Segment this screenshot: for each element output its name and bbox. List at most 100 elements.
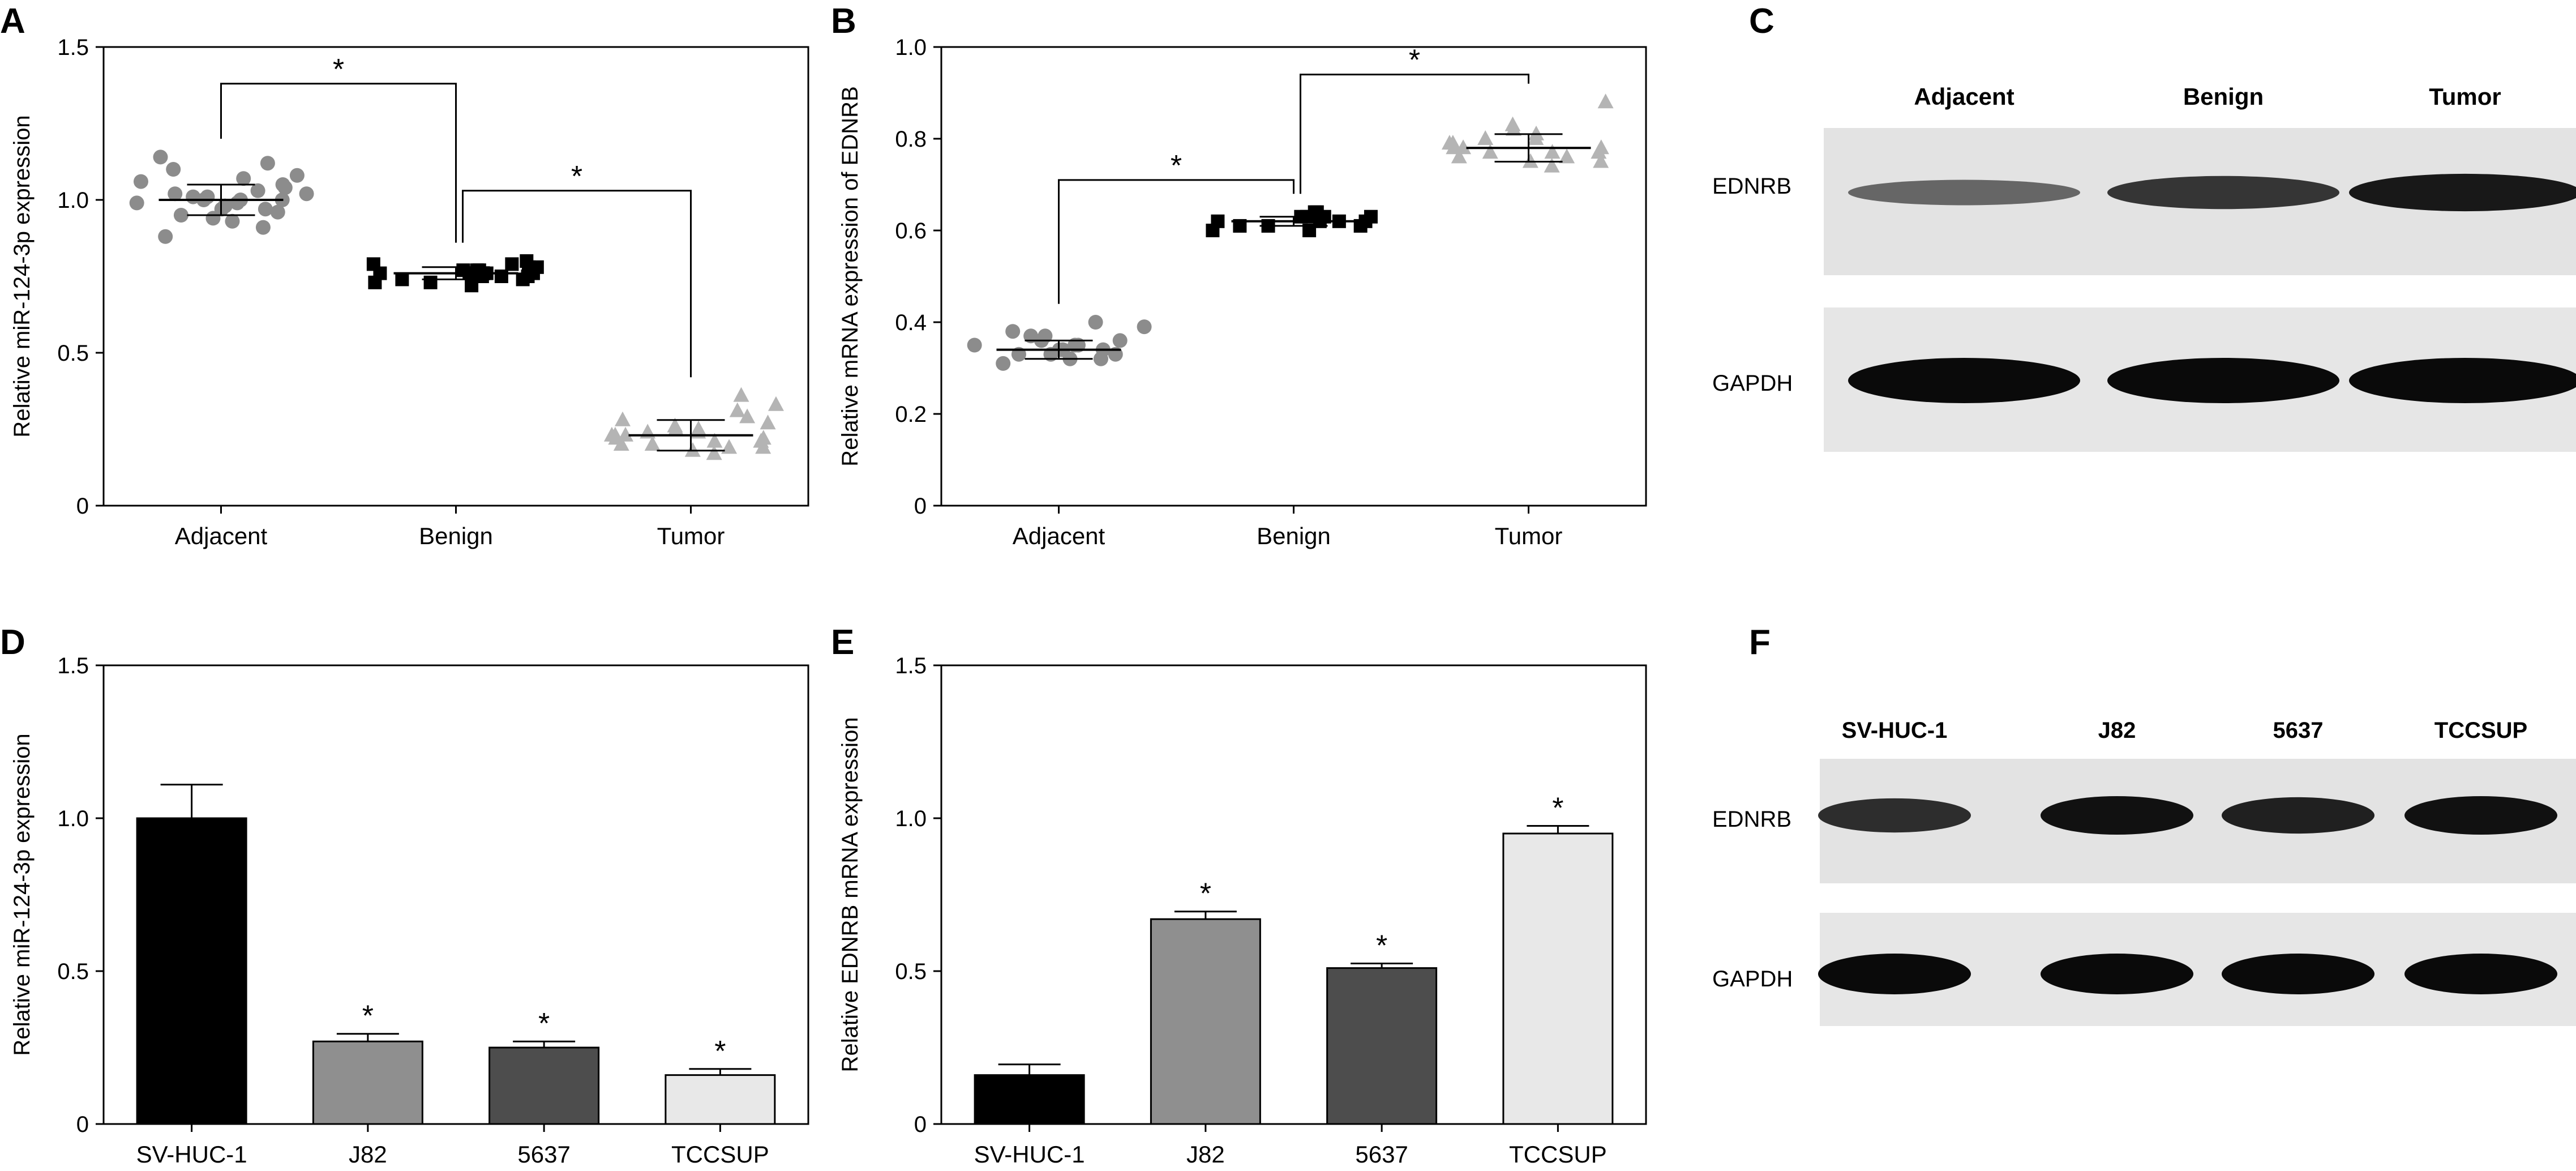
y-tick-label: 0.8 [895, 127, 927, 152]
data-point [733, 387, 749, 402]
plot-frame [940, 664, 1647, 1125]
chart-panel-a: 0 0.5 1.0 1.5 Adjacent Benign Tumor Relative mi… [10, 35, 809, 549]
significance-star: * [571, 160, 582, 193]
data-point [395, 272, 409, 287]
significance-star: * [1409, 44, 1420, 77]
blot-band [2404, 796, 2557, 835]
blot-band [2349, 358, 2576, 403]
data-point [129, 195, 144, 211]
data-point [1441, 135, 1458, 150]
x-tick-label: Benign [1257, 523, 1331, 549]
data-point [260, 156, 275, 171]
blot-band [2222, 954, 2374, 994]
blot-band [2222, 797, 2374, 834]
plot-frame [102, 664, 809, 1125]
data-point [755, 430, 771, 445]
blot-band [1848, 180, 2080, 206]
x-tick-label: Tumor [1495, 523, 1563, 549]
x-tick-label: 5637 [517, 1141, 570, 1168]
y-axis-label: Relative miR-124-3p expression [10, 115, 35, 437]
data-point [186, 189, 201, 204]
data-point [1451, 148, 1467, 164]
data-point [1211, 214, 1225, 228]
data-point [173, 208, 188, 223]
data-point [1544, 144, 1561, 159]
y-tick-label: 0.2 [895, 402, 927, 427]
data-point [1088, 315, 1103, 330]
x-tick-label: Adjacent [175, 523, 268, 549]
data-point [158, 229, 173, 244]
x-tick-label: TCCSUP [671, 1141, 769, 1168]
x-tick-label: TCCSUP [1509, 1141, 1607, 1168]
x-tick-label: Adjacent [1013, 523, 1105, 549]
significance-star: * [538, 1007, 550, 1040]
data-point [684, 442, 701, 457]
data-point [299, 186, 314, 202]
data-point [1455, 139, 1472, 155]
panel-letter-d: D [0, 623, 25, 662]
panel-letter-e: E [831, 623, 854, 662]
significance-bracket [1300, 74, 1529, 194]
blot-f-lane-label: SV-HUC-1 [1842, 718, 1948, 743]
x-tick-label: SV-HUC-1 [974, 1141, 1085, 1168]
x-tick-label: Benign [419, 523, 493, 549]
panel-letter-a: A [0, 2, 25, 41]
blot-band [2107, 176, 2339, 210]
blot-band [1818, 954, 1971, 994]
data-point [1593, 139, 1609, 155]
data-point [760, 414, 776, 430]
x-tick-label: Tumor [657, 523, 725, 549]
blot-c-lane-label: Adjacent [1914, 83, 2014, 110]
data-point [456, 263, 470, 277]
data-point [1528, 125, 1545, 140]
data-point [1482, 144, 1498, 159]
data-point [614, 411, 631, 426]
y-tick-label: 0 [914, 1112, 927, 1137]
y-tick-label: 0.5 [57, 341, 89, 366]
y-tick-label: 1.0 [895, 35, 927, 60]
panel-letter-c: C [1749, 2, 1775, 41]
y-tick-label: 0 [914, 494, 927, 519]
y-tick-label: 0.6 [895, 219, 927, 243]
data-point [1593, 153, 1609, 168]
y-tick-label: 0 [76, 1112, 89, 1137]
blot-c-row-label: EDNRB [1712, 174, 1791, 199]
y-tick-label: 0.4 [895, 310, 927, 335]
bar [974, 1074, 1085, 1125]
x-tick-label: 5637 [1355, 1141, 1408, 1168]
data-point [225, 213, 240, 229]
chart-panel-b: 0 0.2 0.4 0.6 0.8 1.0 Adjacent Benign Tumor Relat… [838, 35, 1647, 549]
y-tick-label: 0.5 [57, 959, 89, 984]
bar [488, 1046, 600, 1125]
data-point [967, 337, 982, 353]
blot-band [2041, 954, 2193, 994]
data-point [739, 408, 756, 424]
x-tick-label: J82 [1186, 1141, 1225, 1168]
y-axis-label: Relative miR-124-3p expression [10, 733, 35, 1055]
data-point [768, 396, 784, 411]
data-point [729, 402, 745, 417]
blot-band [2041, 796, 2193, 835]
data-point [166, 162, 181, 177]
y-tick-label: 1.5 [57, 35, 89, 60]
bar [665, 1074, 776, 1125]
blot-f-row-label: EDNRB [1712, 807, 1791, 832]
data-point [667, 417, 683, 433]
significance-star: * [1552, 792, 1563, 825]
blot-band [1848, 358, 2080, 403]
y-tick-label: 0 [76, 494, 89, 519]
data-point [168, 186, 183, 202]
data-point [505, 257, 519, 271]
data-point [721, 439, 738, 454]
data-point [470, 263, 484, 277]
western-blot-c: Adjacent Benign Tumor EDNRB GAPDH [1712, 83, 2576, 452]
data-point [1505, 116, 1521, 131]
data-point [270, 204, 285, 220]
data-point [520, 254, 534, 268]
data-point [1137, 319, 1152, 335]
y-tick-label: 1.0 [57, 188, 89, 213]
data-point [1364, 210, 1378, 224]
data-point [1112, 333, 1128, 348]
significance-star: * [1171, 149, 1182, 182]
significance-star: * [362, 1000, 374, 1033]
